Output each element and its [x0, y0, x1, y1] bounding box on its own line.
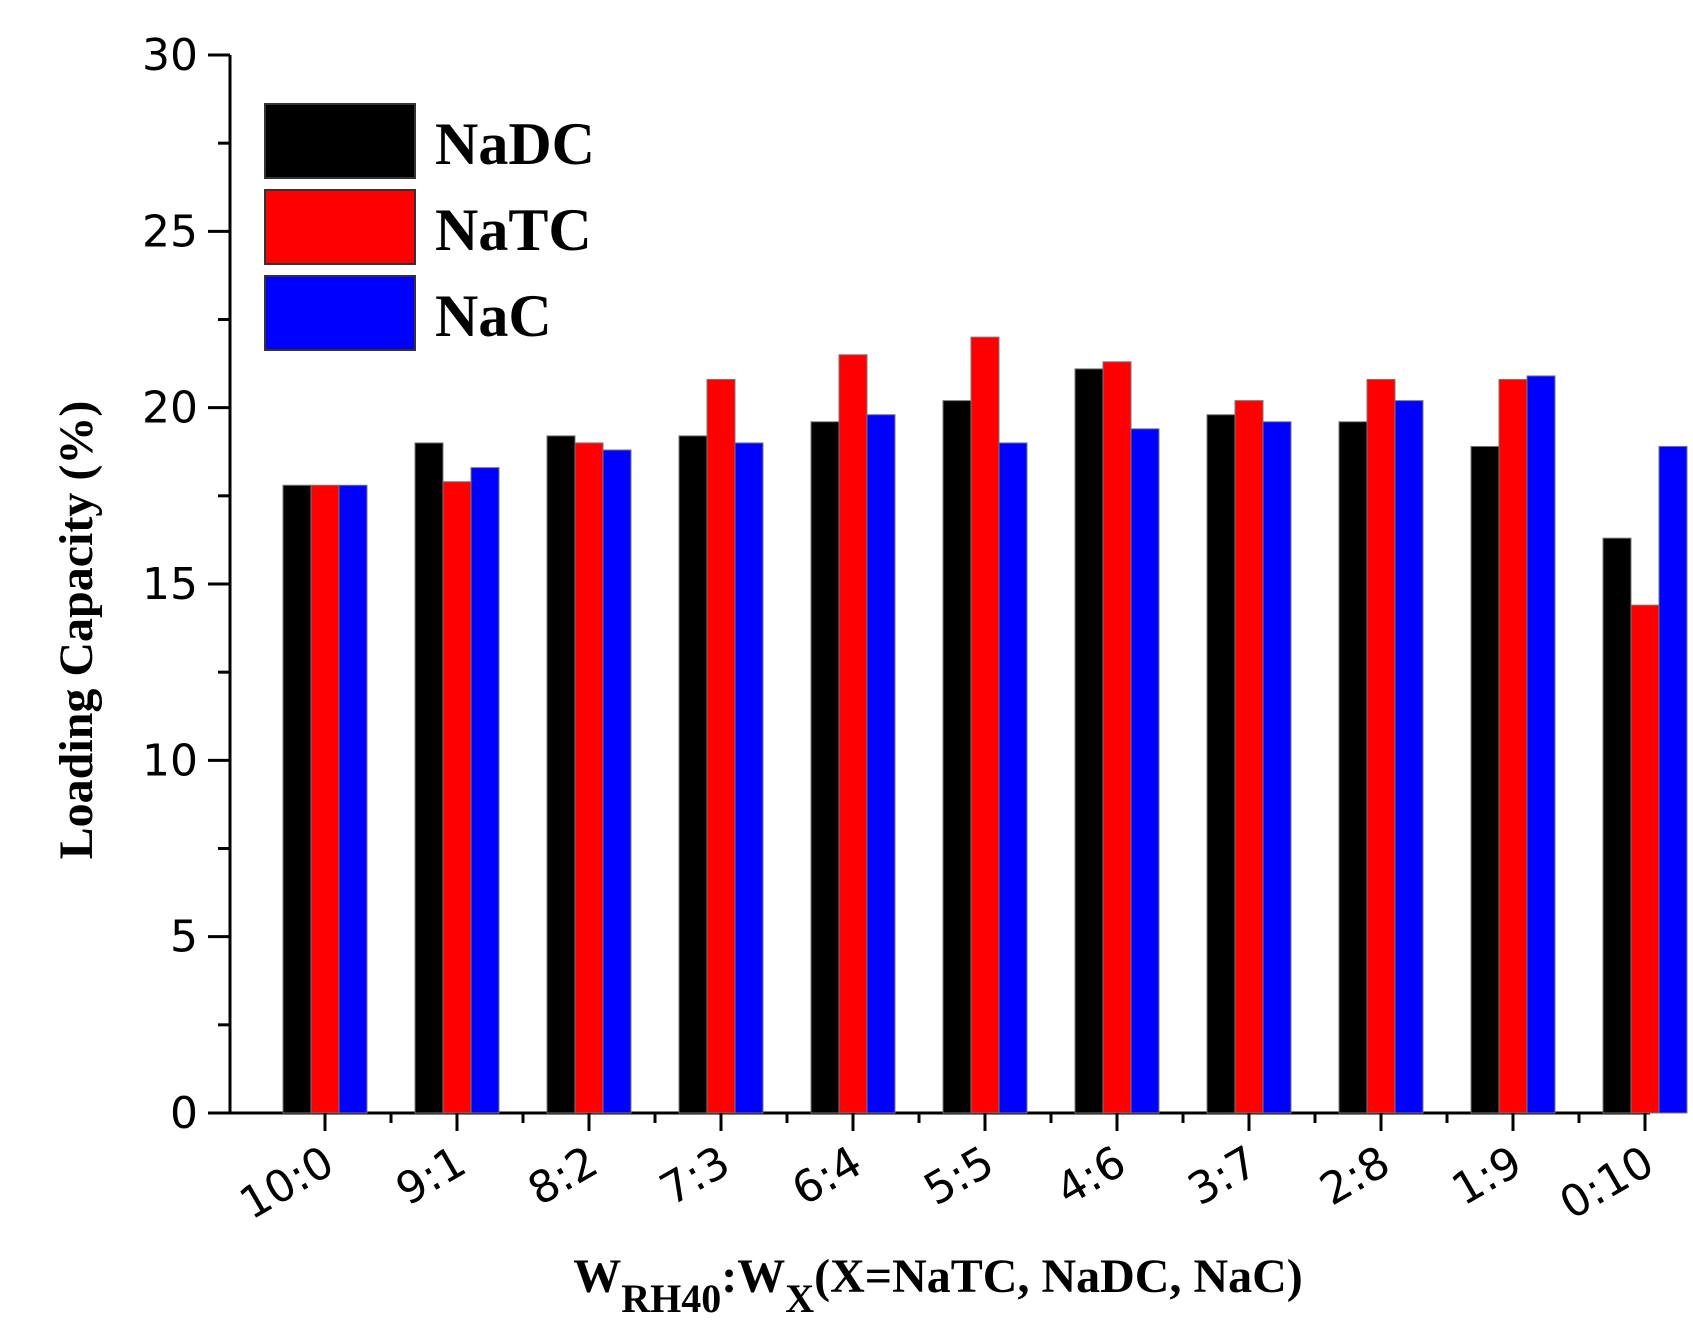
x-tick-label: 2:8	[1312, 1136, 1399, 1216]
bar-nadc-10-0	[282, 484, 312, 1114]
bar-nac-5-5	[998, 442, 1028, 1114]
bar-natc-10-0	[310, 484, 340, 1114]
x-axis-title-sub1: RH40	[621, 1276, 721, 1321]
legend-swatch-nac	[264, 275, 416, 351]
x-axis-title-sub2: X	[785, 1276, 814, 1321]
bar-natc-7-3	[706, 378, 736, 1114]
x-axis-ticks: 10:0 9:1 8:2 7:3 6:4 5:5 4:6 3:7 2:8 1:9 0:10	[231, 1113, 1663, 1230]
legend-swatch-nadc	[264, 103, 416, 179]
bar-natc-9-1	[442, 481, 472, 1114]
bar-nac-10-0	[338, 484, 368, 1114]
x-axis-title-w1: W	[573, 1250, 621, 1303]
x-tick-label: 8:2	[520, 1136, 607, 1216]
bar-natc-5-5	[970, 336, 1000, 1114]
legend-swatch-natc	[264, 189, 416, 265]
bar-nac-9-1	[470, 467, 500, 1114]
bars-group	[282, 336, 1688, 1114]
bar-nac-0-10	[1658, 445, 1688, 1114]
y-axis-ticks: 0 5 10 15 20 25 30	[142, 30, 230, 1139]
bar-nadc-2-8	[1338, 421, 1368, 1114]
bar-natc-4-6	[1102, 361, 1132, 1114]
x-tick-label: 1:9	[1444, 1136, 1531, 1216]
x-tick-label: 10:0	[231, 1136, 342, 1230]
bar-nac-3-7	[1262, 421, 1292, 1114]
bar-nac-2-8	[1394, 400, 1424, 1114]
bar-natc-0-10	[1630, 604, 1660, 1114]
legend-label-nadc: NaDC	[435, 111, 595, 177]
bar-nadc-9-1	[414, 442, 444, 1114]
bar-nadc-8-2	[546, 435, 576, 1114]
bar-natc-2-8	[1366, 378, 1396, 1114]
x-axis-title-rest: (X=NaTC, NaDC, NaC)	[814, 1250, 1303, 1303]
bar-nadc-5-5	[942, 400, 972, 1114]
x-tick-label: 5:5	[916, 1136, 1003, 1216]
x-tick-label: 6:4	[784, 1136, 871, 1216]
bar-natc-3-7	[1234, 400, 1264, 1114]
y-tick-label: 30	[142, 30, 198, 81]
x-tick-label: 7:3	[652, 1136, 739, 1216]
bar-nadc-1-9	[1470, 445, 1500, 1114]
x-tick-label: 0:10	[1551, 1136, 1662, 1230]
legend-label-nac: NaC	[435, 283, 552, 349]
x-tick-label: 9:1	[388, 1136, 475, 1216]
y-axis-title: Loading Capacity (%)	[50, 401, 103, 860]
y-tick-label: 10	[142, 735, 198, 786]
bar-nac-7-3	[734, 442, 764, 1114]
legend-label-natc: NaTC	[435, 197, 592, 263]
bar-nac-6-4	[866, 414, 896, 1114]
bar-nac-1-9	[1526, 375, 1556, 1114]
y-tick-label: 25	[142, 206, 198, 257]
bar-natc-6-4	[838, 354, 868, 1114]
x-tick-label: 4:6	[1048, 1136, 1135, 1216]
bar-nadc-3-7	[1206, 414, 1236, 1114]
y-tick-label: 5	[170, 912, 198, 963]
bar-nadc-4-6	[1074, 368, 1104, 1114]
y-tick-label: 15	[142, 559, 198, 610]
bar-nac-4-6	[1130, 428, 1160, 1114]
bar-nadc-7-3	[678, 435, 708, 1114]
y-tick-label: 0	[170, 1088, 198, 1139]
legend: NaDC NaTC NaC	[264, 103, 595, 351]
x-axis-title: WRH40:WX(X=NaTC, NaDC, NaC)	[573, 1250, 1303, 1321]
bar-nac-8-2	[602, 449, 632, 1114]
y-tick-label: 20	[142, 383, 198, 434]
bar-natc-1-9	[1498, 378, 1528, 1114]
x-tick-label: 3:7	[1180, 1136, 1267, 1216]
bar-natc-8-2	[574, 442, 604, 1114]
bar-nadc-0-10	[1602, 537, 1632, 1114]
x-axis-title-colon: :W	[721, 1250, 785, 1303]
bar-nadc-6-4	[810, 421, 840, 1114]
